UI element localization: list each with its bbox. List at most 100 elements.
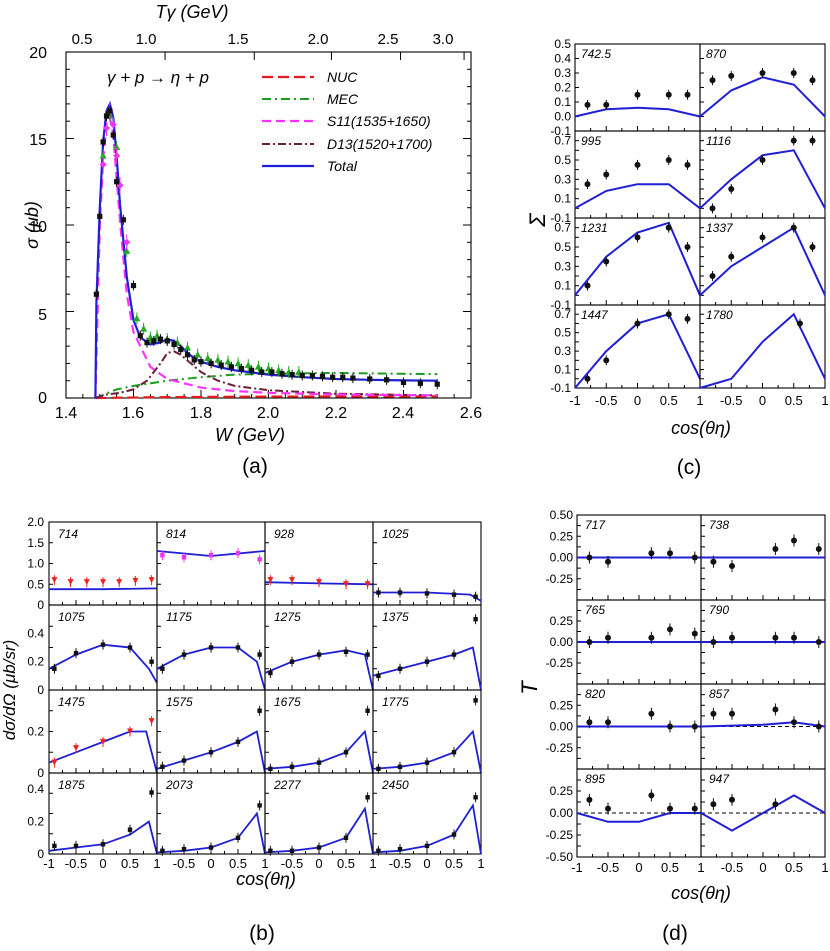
panel-a-ytick-label: 15 (29, 132, 47, 149)
panel-b-xtick-label: 1 (153, 856, 160, 871)
panel-b-ytick-label: 0.5 (27, 577, 44, 591)
panel-c-point (709, 77, 716, 84)
panel-b-point (116, 579, 123, 586)
panel-b-ytick-label: 1.5 (27, 536, 44, 550)
panel-b-xtick-label: 0.5 (337, 856, 355, 871)
panel-d-point (815, 546, 822, 552)
panel-a-point-black (103, 113, 110, 119)
panel-b-point (73, 650, 79, 656)
panel-b-point (73, 843, 79, 849)
panel-a-point-black (114, 179, 120, 185)
panel-c-point (584, 375, 591, 382)
panel-b-point (473, 698, 478, 703)
panel-b-point (365, 652, 370, 657)
panel-b-xlabel: cos(θη) (236, 869, 296, 889)
panel-d-point (729, 563, 735, 569)
panel-a-point-black (228, 364, 234, 370)
panel-a-point-black (144, 340, 150, 346)
panel-b-ytick-label: 0 (37, 598, 44, 612)
panel-b-point (376, 848, 381, 853)
panel-c-xtick-label: 0 (634, 393, 641, 408)
panel-b-xtick-label: 0 (207, 856, 214, 871)
panel-b-ytick-label: 0 (37, 766, 44, 780)
panel-c-ytick-label: 0.5 (554, 153, 571, 167)
panel-b-point (289, 764, 295, 769)
panel-a-point-green (133, 314, 141, 322)
panel-b-energy-label: 1675 (274, 695, 301, 709)
panel-b-ytick-label: 0 (37, 683, 44, 697)
panel-b-point (289, 659, 295, 664)
panel-d-point (586, 719, 593, 726)
panel-a-point-black (417, 380, 423, 386)
panel-c-total-curve (574, 106, 701, 118)
panel-b-point (451, 652, 457, 657)
panel-b-point (343, 649, 349, 654)
panel-d-ytick-label: -0.25 (546, 741, 574, 755)
panel-c-xtick-label: 1 (696, 393, 703, 408)
panel-d-ytick-label: 0.25 (550, 529, 574, 543)
panel-d-ytick-label: -0.50 (546, 850, 574, 864)
panel-b-xtick-label: 0 (423, 856, 430, 871)
panel-d-point (729, 796, 735, 803)
panel-c-energy-label: 995 (581, 134, 601, 148)
panel-c-energy-label: 1116 (706, 134, 731, 148)
panel-b-point (316, 845, 322, 850)
panel-d-point (815, 723, 822, 730)
panel-d-point (605, 805, 611, 812)
panel-c-point (790, 137, 797, 144)
panel-d-point (691, 805, 698, 812)
panel-a-curve-total (94, 100, 438, 399)
panel-b-point (181, 758, 187, 763)
panel-d-point (729, 634, 735, 641)
panel-c-point (797, 320, 803, 327)
panel-c-point (759, 234, 766, 241)
panel-b-energy-label: 2450 (381, 778, 409, 792)
panel-c-total-curve (699, 312, 826, 389)
panel-b-point (160, 848, 165, 853)
panel-a-point-black (178, 346, 184, 353)
panel-b-ytick-label: 0.2 (27, 725, 44, 739)
panel-b-point (473, 795, 478, 800)
panel-a-point-green (194, 350, 202, 358)
panel-c-point (634, 320, 641, 327)
panel-a-ytick-label: 5 (38, 307, 47, 324)
panel-b-energy-label: 1775 (382, 695, 409, 709)
panel-b-xtick-label: 0 (99, 856, 106, 871)
panel-c-point (665, 311, 672, 318)
panel-d-xtick-label: 1 (821, 860, 828, 875)
panel-a: Tγ (GeV) 0.5 1.0 1.5 2.0 2.5 3.0 γ + p →… (22, 2, 482, 445)
panel-d-energy-label: 895 (585, 772, 605, 786)
panel-b-point (343, 750, 349, 755)
panel-b-point (160, 666, 165, 671)
panel-d-xtick-label: 0.5 (785, 860, 803, 875)
panel-c-point (684, 91, 691, 98)
panel-b-point (451, 832, 457, 837)
panel-c-ytick-label: 0.2 (554, 81, 571, 95)
panel-c-total-curve (699, 76, 826, 118)
panel-d-xtick-label: -0.5 (721, 860, 743, 875)
panel-b-point (235, 835, 241, 840)
panel-d-ytick-label: 0.25 (550, 784, 574, 798)
panel-b-point (451, 750, 457, 755)
panel-b-point (473, 616, 478, 622)
panel-b-point (316, 652, 322, 657)
panel-b-point (51, 759, 58, 766)
panel-b-point (235, 645, 241, 650)
panel-a-point-black (93, 291, 99, 297)
panel-a-xlabel: W (GeV) (215, 425, 285, 445)
panel-a-ticks (65, 51, 472, 399)
panel-a-point-black (171, 341, 177, 347)
panel-c-point (709, 205, 716, 212)
panel-d-point (791, 537, 797, 544)
panel-a-top-tick-label: 1.5 (228, 31, 249, 48)
panel-b-ytick-label: 0.2 (27, 815, 44, 829)
panel-c-point (584, 282, 591, 289)
panel-a-point-green (99, 152, 107, 159)
panel-b-energy-label: 714 (58, 527, 78, 541)
panel-b-point (208, 845, 214, 850)
panel-c-point (790, 224, 797, 231)
panel-b-point (424, 843, 430, 849)
panel-d-point (772, 801, 779, 808)
